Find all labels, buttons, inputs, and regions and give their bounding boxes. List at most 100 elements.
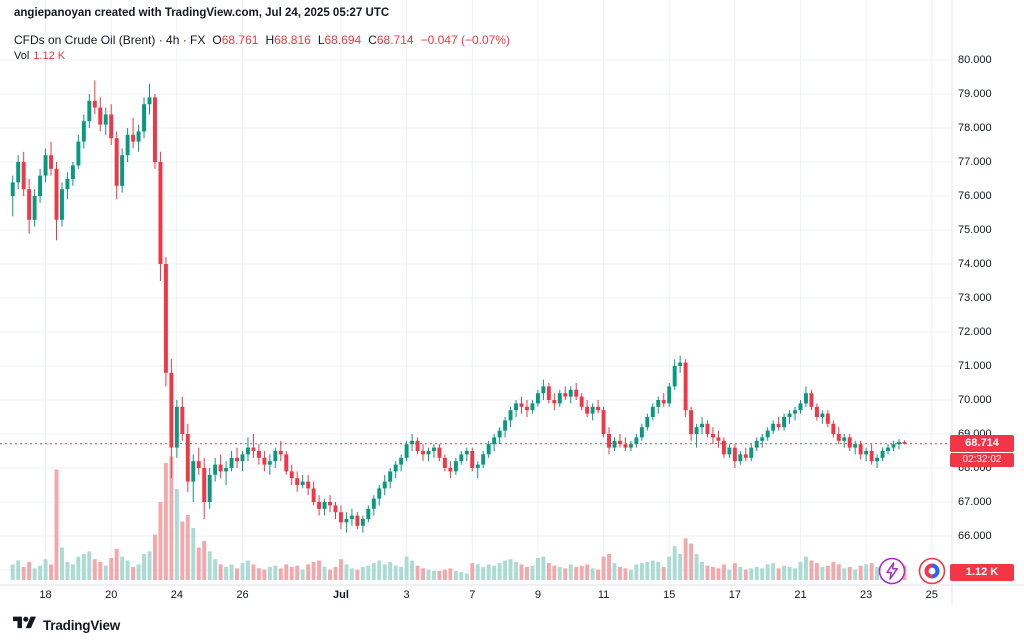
- candle-body: [180, 406, 185, 434]
- volume-bar: [574, 567, 579, 580]
- volume-bar: [131, 567, 136, 580]
- candle-body: [224, 468, 229, 472]
- candle-body: [382, 481, 387, 489]
- candle-body: [771, 423, 776, 431]
- candle-body: [81, 121, 86, 142]
- volume-bar: [530, 565, 535, 580]
- time-tick-label: 11: [597, 589, 610, 601]
- candle-body: [426, 451, 431, 455]
- volume-bar: [191, 528, 196, 580]
- candle-body: [10, 182, 15, 196]
- market-sentiment-button[interactable]: [918, 557, 946, 585]
- volume-bar: [311, 561, 316, 580]
- candle-body: [366, 508, 371, 519]
- candle-body: [711, 434, 715, 438]
- candle-body: [804, 393, 808, 404]
- volume-bar: [814, 563, 819, 580]
- volume-bar: [213, 559, 218, 580]
- volume-bar: [267, 567, 272, 580]
- candle-body: [546, 386, 551, 400]
- volume-bar: [858, 565, 863, 580]
- volume-bar: [645, 561, 650, 580]
- volume-bar: [481, 567, 486, 580]
- volume-bar: [262, 569, 267, 580]
- time-tick-label: 26: [236, 589, 249, 601]
- candle-body: [535, 393, 540, 404]
- volume-bar: [804, 556, 808, 580]
- volume-bar: [426, 569, 431, 580]
- price-tick-label: 71.000: [958, 360, 992, 372]
- volume-bar: [421, 568, 425, 580]
- symbol-title: CFDs on Crude Oil (Brent) · 4h · FX: [14, 33, 206, 47]
- lightning-icon: [878, 557, 906, 588]
- volume-bar: [49, 564, 53, 580]
- candle-body: [339, 512, 343, 523]
- volume-bar: [256, 568, 261, 580]
- time-tick-label: 9: [534, 589, 541, 601]
- price-tick-label: 72.000: [958, 326, 992, 338]
- sentiment-gauge-icon: [918, 557, 946, 588]
- volume-bar: [339, 559, 343, 580]
- volume-bar: [76, 556, 81, 580]
- volume-bar: [322, 567, 327, 580]
- volume-bar: [153, 534, 157, 580]
- price-axis[interactable]: 80.000 79.000 78.000 77.000 76.000 75.000 74.0…: [952, 0, 1024, 585]
- volume-bar: [809, 560, 814, 580]
- volume-bar: [793, 568, 797, 580]
- candle-body: [727, 447, 732, 455]
- volume-bar: [634, 564, 639, 580]
- volume-bar: [552, 565, 557, 580]
- candle-body: [295, 478, 300, 485]
- candle-body: [136, 131, 141, 142]
- candle-body: [847, 437, 852, 448]
- candle-body: [667, 386, 672, 404]
- price-tick-label: 77.000: [958, 156, 992, 168]
- candle-body: [459, 454, 464, 462]
- volume-bar: [317, 560, 322, 580]
- volume-bar: [448, 568, 453, 580]
- volume-bar: [618, 567, 622, 580]
- candle-body: [694, 427, 699, 434]
- volume-bar: [393, 565, 398, 580]
- candle-body: [289, 471, 294, 479]
- candle-body: [213, 464, 218, 475]
- volume-bar: [65, 561, 70, 580]
- open-label: O: [212, 33, 222, 47]
- volume-bar: [207, 551, 212, 580]
- volume-axis-badge: 1.12 K: [950, 564, 1014, 581]
- candle-body: [836, 434, 841, 441]
- symbol-legend[interactable]: CFDs on Crude Oil (Brent) · 4h · FX O68.7…: [14, 33, 510, 47]
- volume-bar: [273, 565, 278, 580]
- instant-trading-button[interactable]: [878, 557, 906, 585]
- candle-body: [672, 366, 677, 387]
- volume-bar: [103, 565, 108, 580]
- candle-body: [21, 162, 26, 190]
- volume-bar: [349, 568, 354, 580]
- volume-bar: [377, 560, 382, 580]
- volume-bar: [229, 564, 234, 580]
- volume-bar: [432, 570, 436, 580]
- candle-body: [185, 434, 190, 482]
- volume-label: Vol: [14, 50, 30, 62]
- candle-body: [623, 444, 628, 448]
- volume-bar: [749, 568, 754, 580]
- volume-bar: [16, 560, 21, 580]
- volume-bar: [760, 568, 765, 580]
- time-axis[interactable]: 18 20 24 26 Jul 3 7 9 11 15 17 21 23 25: [0, 585, 952, 609]
- bar-countdown-timer: 02:32:02: [950, 452, 1014, 467]
- volume-bar: [442, 569, 447, 580]
- candle-body: [853, 444, 858, 448]
- candle-body: [585, 406, 590, 414]
- candle-body: [246, 447, 250, 455]
- candle-body: [678, 362, 683, 366]
- tradingview-footer[interactable]: TradingView: [13, 614, 120, 637]
- low-value: 68.694: [324, 33, 362, 47]
- volume-bar: [820, 567, 825, 580]
- candle-body: [16, 162, 21, 183]
- volume-bar: [639, 563, 644, 580]
- candle-body: [273, 451, 278, 462]
- candle-body: [163, 264, 168, 373]
- volume-bar: [163, 463, 168, 580]
- volume-bar: [470, 563, 475, 580]
